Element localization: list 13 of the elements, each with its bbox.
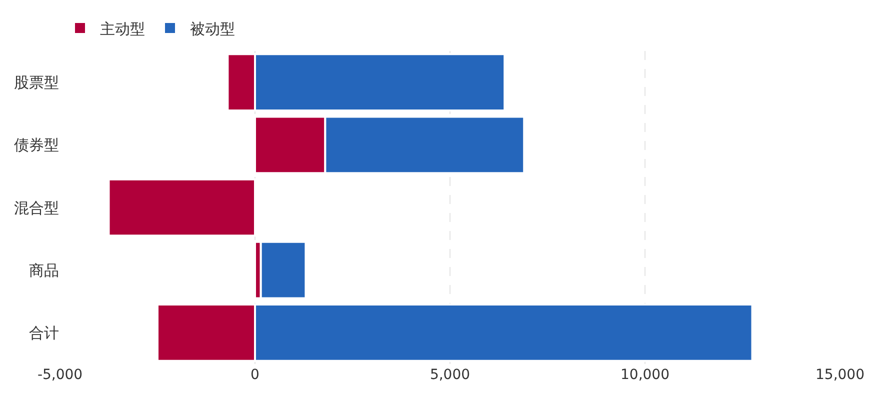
legend-label: 被动型 (190, 20, 235, 38)
y-tick-label: 股票型 (14, 74, 59, 92)
x-tick-label: 0 (250, 367, 260, 383)
x-tick-label: 15,000 (816, 367, 864, 383)
y-tick-label: 债券型 (14, 136, 59, 154)
y-tick-label: 商品 (29, 261, 59, 280)
bar (108, 178, 256, 237)
x-tick-label: 10,000 (620, 367, 670, 383)
y-tick-label: 合计 (29, 324, 59, 342)
x-tick-label: 5,000 (430, 367, 470, 383)
x-tick-label: -5,000 (37, 367, 83, 383)
y-tick-label: 混合型 (14, 198, 59, 217)
legend-label: 主动型 (100, 20, 145, 38)
